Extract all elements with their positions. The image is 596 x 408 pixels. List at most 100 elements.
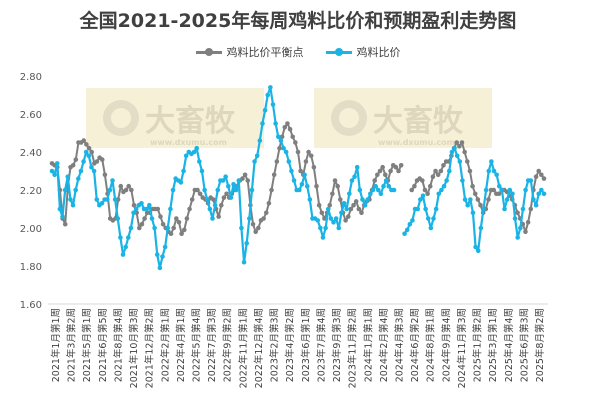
data-point-s0[interactable] — [224, 191, 229, 197]
data-point-s1[interactable] — [281, 145, 286, 151]
data-point-s1[interactable] — [531, 197, 536, 202]
data-point-s0[interactable] — [311, 164, 317, 170]
data-point-s1[interactable] — [291, 178, 297, 183]
data-point-s1[interactable] — [299, 182, 305, 187]
data-point-s1[interactable] — [452, 145, 457, 151]
data-point-s0[interactable] — [168, 231, 174, 236]
data-point-s0[interactable] — [293, 140, 298, 145]
data-point-s0[interactable] — [316, 202, 322, 208]
data-point-s0[interactable] — [155, 206, 161, 212]
data-point-s1[interactable] — [181, 168, 186, 174]
data-point-s0[interactable] — [174, 216, 179, 221]
data-point-s0[interactable] — [345, 214, 351, 219]
data-point-s0[interactable] — [420, 178, 425, 183]
data-point-s1[interactable] — [99, 201, 105, 206]
data-point-s1[interactable] — [386, 183, 392, 189]
data-point-s1[interactable] — [110, 178, 115, 183]
data-point-s0[interactable] — [319, 210, 325, 216]
data-point-s0[interactable] — [261, 216, 266, 221]
data-point-s0[interactable] — [129, 187, 134, 193]
data-point-s0[interactable] — [541, 176, 547, 181]
data-point-s1[interactable] — [252, 159, 257, 164]
data-point-s1[interactable] — [83, 149, 89, 155]
legend-item-ratio[interactable]: 鸡料比价 — [325, 44, 401, 60]
data-point-s0[interactable] — [70, 163, 76, 168]
data-point-s0[interactable] — [253, 229, 258, 235]
data-point-s0[interactable] — [277, 145, 282, 151]
data-point-s1[interactable] — [168, 206, 173, 212]
data-point-s1[interactable] — [170, 187, 176, 193]
data-point-s1[interactable] — [344, 206, 349, 212]
data-point-s0[interactable] — [438, 168, 444, 174]
data-point-s1[interactable] — [81, 159, 86, 164]
data-point-s0[interactable] — [467, 168, 473, 174]
data-point-s1[interactable] — [60, 214, 65, 219]
data-point-s1[interactable] — [104, 197, 110, 202]
data-point-s1[interactable] — [247, 216, 252, 221]
data-point-s1[interactable] — [62, 187, 68, 193]
data-point-s1[interactable] — [460, 178, 465, 183]
data-point-s1[interactable] — [462, 197, 468, 202]
data-point-s1[interactable] — [362, 202, 368, 208]
data-point-s1[interactable] — [149, 216, 155, 221]
data-point-s0[interactable] — [216, 214, 221, 219]
data-point-s0[interactable] — [338, 197, 343, 202]
data-point-s1[interactable] — [520, 206, 526, 212]
data-point-s1[interactable] — [160, 254, 165, 259]
data-point-s1[interactable] — [323, 225, 328, 231]
data-point-s1[interactable] — [178, 180, 184, 185]
data-point-s1[interactable] — [89, 164, 94, 170]
data-point-s1[interactable] — [473, 244, 478, 250]
data-point-s1[interactable] — [157, 265, 163, 271]
data-point-s0[interactable] — [433, 168, 438, 174]
data-point-s0[interactable] — [308, 153, 314, 159]
data-point-s1[interactable] — [381, 183, 386, 189]
data-point-s1[interactable] — [491, 168, 497, 174]
data-point-s0[interactable] — [89, 149, 94, 155]
data-point-s1[interactable] — [420, 193, 426, 198]
data-point-s0[interactable] — [330, 191, 335, 197]
data-point-s0[interactable] — [118, 183, 124, 189]
data-point-s0[interactable] — [266, 201, 272, 206]
data-point-s1[interactable] — [333, 216, 339, 221]
data-point-s1[interactable] — [236, 178, 242, 183]
data-point-s1[interactable] — [239, 225, 244, 231]
data-point-s0[interactable] — [187, 206, 192, 212]
data-point-s0[interactable] — [279, 134, 285, 140]
data-point-s0[interactable] — [126, 183, 132, 189]
data-point-s1[interactable] — [107, 187, 113, 193]
data-point-s0[interactable] — [211, 197, 216, 202]
data-point-s0[interactable] — [393, 164, 399, 170]
data-point-s1[interactable] — [249, 187, 255, 193]
data-point-s1[interactable] — [441, 183, 447, 189]
data-point-s1[interactable] — [486, 168, 492, 174]
data-point-s1[interactable] — [286, 159, 292, 164]
data-point-s1[interactable] — [115, 216, 121, 221]
data-point-s1[interactable] — [120, 252, 126, 257]
data-point-s0[interactable] — [351, 202, 356, 208]
data-point-s1[interactable] — [352, 174, 357, 179]
data-point-s1[interactable] — [478, 225, 484, 231]
data-point-s0[interactable] — [322, 216, 327, 221]
data-point-s0[interactable] — [242, 172, 248, 178]
data-point-s0[interactable] — [528, 206, 534, 212]
data-point-s1[interactable] — [57, 206, 63, 212]
data-point-s0[interactable] — [332, 178, 338, 183]
data-point-s1[interactable] — [162, 244, 168, 250]
data-point-s1[interactable] — [268, 85, 273, 90]
data-point-s1[interactable] — [523, 187, 528, 193]
data-point-s0[interactable] — [290, 134, 296, 140]
data-point-s0[interactable] — [306, 149, 311, 155]
data-point-s0[interactable] — [287, 126, 293, 132]
data-point-s0[interactable] — [99, 157, 105, 162]
data-point-s0[interactable] — [409, 187, 415, 193]
data-point-s1[interactable] — [436, 191, 442, 197]
data-point-s1[interactable] — [154, 252, 160, 257]
data-point-s1[interactable] — [273, 121, 278, 126]
data-point-s1[interactable] — [86, 153, 92, 159]
data-point-s1[interactable] — [536, 191, 542, 197]
data-point-s1[interactable] — [433, 206, 439, 212]
data-point-s1[interactable] — [507, 187, 513, 193]
data-point-s1[interactable] — [304, 183, 310, 189]
data-point-s1[interactable] — [265, 92, 271, 98]
